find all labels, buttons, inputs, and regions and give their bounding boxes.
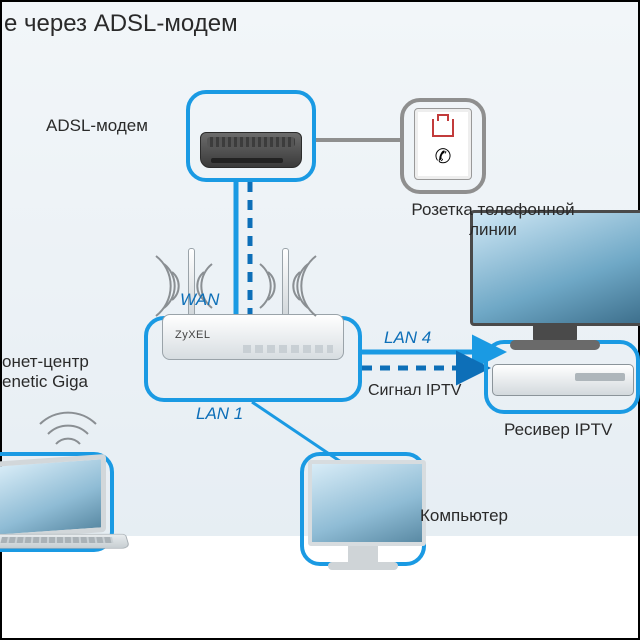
label-router-line1: онет-центр (2, 352, 89, 372)
label-receiver: Ресивер IPTV (504, 420, 612, 440)
computer-device (308, 460, 418, 570)
label-wall-text: Розетка телефонной линии (411, 200, 574, 239)
port-lan1: LAN 1 (196, 404, 243, 424)
label-iptv-signal: Сигнал IPTV (368, 382, 461, 400)
iptv-receiver-device (492, 364, 634, 396)
laptop-device (0, 458, 126, 552)
label-computer: Компьютер (420, 506, 508, 526)
label-wall-socket: Розетка телефонной линии (378, 200, 608, 239)
label-modem: ADSL-модем (46, 116, 148, 136)
label-router-line2: enetic Giga (2, 372, 88, 392)
port-lan4: LAN 4 (384, 328, 431, 348)
port-wan: WAN (180, 290, 219, 310)
